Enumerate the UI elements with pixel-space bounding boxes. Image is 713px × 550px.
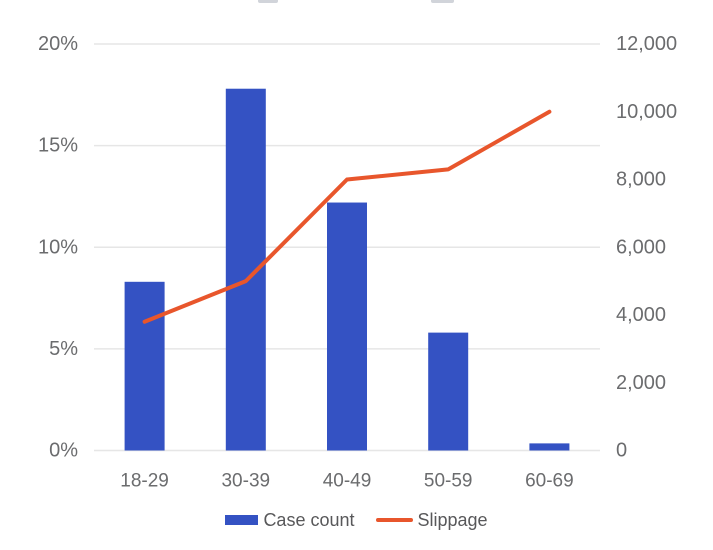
legend-label: Slippage [417, 510, 488, 530]
cropped-title-remnant [258, 0, 278, 3]
left-axis-tick-label: 20% [38, 33, 78, 55]
right-axis-tick-label: 12,000 [616, 33, 677, 55]
right-axis-tick-label: 4,000 [616, 304, 666, 326]
left-axis-tick-label: 15% [38, 135, 78, 157]
bar-18-29 [124, 281, 165, 451]
bar-40-49 [327, 202, 367, 451]
cropped-title-remnant [431, 0, 454, 3]
right-axis-tick-label: 10,000 [616, 101, 677, 123]
bar-swatch-icon [225, 515, 259, 525]
legend-item-slippage: Slippage [375, 509, 488, 531]
bar-50-59 [428, 332, 469, 451]
left-axis-tick-label: 10% [38, 236, 78, 258]
bar-60-69 [529, 443, 570, 451]
line-swatch-icon [375, 518, 413, 522]
right-axis-tick-label: 6,000 [616, 236, 666, 258]
x-axis-label-60-69: 60-69 [525, 471, 574, 492]
slippage-line [142, 109, 552, 324]
legend: Case count Slippage [0, 509, 713, 531]
legend-label: Case count [263, 510, 355, 530]
x-axis-label-18-29: 18-29 [120, 471, 169, 492]
x-axis-label-40-49: 40-49 [323, 471, 372, 492]
x-axis-label-50-59: 50-59 [424, 471, 473, 492]
left-axis-tick-label: 0% [49, 440, 78, 462]
legend-item-case-count: Case count [225, 509, 355, 531]
right-axis-tick-label: 2,000 [616, 372, 666, 394]
left-axis-tick-label: 5% [49, 338, 78, 360]
right-axis-tick-label: 8,000 [616, 169, 666, 191]
right-axis-tick-label: 0 [616, 440, 627, 462]
x-axis-label-30-39: 30-39 [221, 471, 270, 492]
